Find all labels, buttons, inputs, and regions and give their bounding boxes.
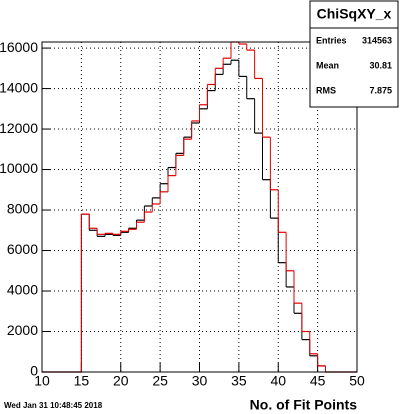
y-tick-label: 4000 xyxy=(7,282,38,298)
y-tick-label: 6000 xyxy=(7,241,38,257)
stats-key: Mean xyxy=(316,60,339,70)
stats-key: RMS xyxy=(316,85,336,95)
x-tick-label: 20 xyxy=(113,373,129,389)
stats-value: 7.875 xyxy=(369,85,392,95)
y-tick-label: 12000 xyxy=(0,120,38,136)
x-tick-label: 25 xyxy=(152,373,168,389)
plot-frame xyxy=(41,41,358,373)
y-tick-label: 8000 xyxy=(7,201,38,217)
y-tick-label: 16000 xyxy=(0,39,38,55)
stats-key: Entries xyxy=(316,35,347,45)
stats-frame xyxy=(309,0,399,108)
y-tick-label: 0 xyxy=(30,363,38,379)
y-tick-label: 14000 xyxy=(0,79,38,95)
timestamp: Wed Jan 31 10:48:45 2018 xyxy=(4,401,103,410)
x-tick-label: 45 xyxy=(310,373,326,389)
stats-box: ChiSqXY_x Entries 314563 Mean 30.81 RMS … xyxy=(309,0,399,108)
x-tick-label: 50 xyxy=(349,373,365,389)
x-tick-label: 10 xyxy=(34,373,50,389)
y-tick-label: 2000 xyxy=(7,322,38,338)
stats-value: 314563 xyxy=(362,35,392,45)
x-tick-label: 30 xyxy=(192,373,208,389)
y-tick-label: 10000 xyxy=(0,160,38,176)
x-axis-label: No. of Fit Points xyxy=(250,397,358,413)
x-tick-label: 15 xyxy=(74,373,90,389)
stats-value: 30.81 xyxy=(369,60,392,70)
stats-title: ChiSqXY_x xyxy=(317,6,392,22)
x-tick-label: 35 xyxy=(231,373,247,389)
x-tick-label: 40 xyxy=(270,373,286,389)
